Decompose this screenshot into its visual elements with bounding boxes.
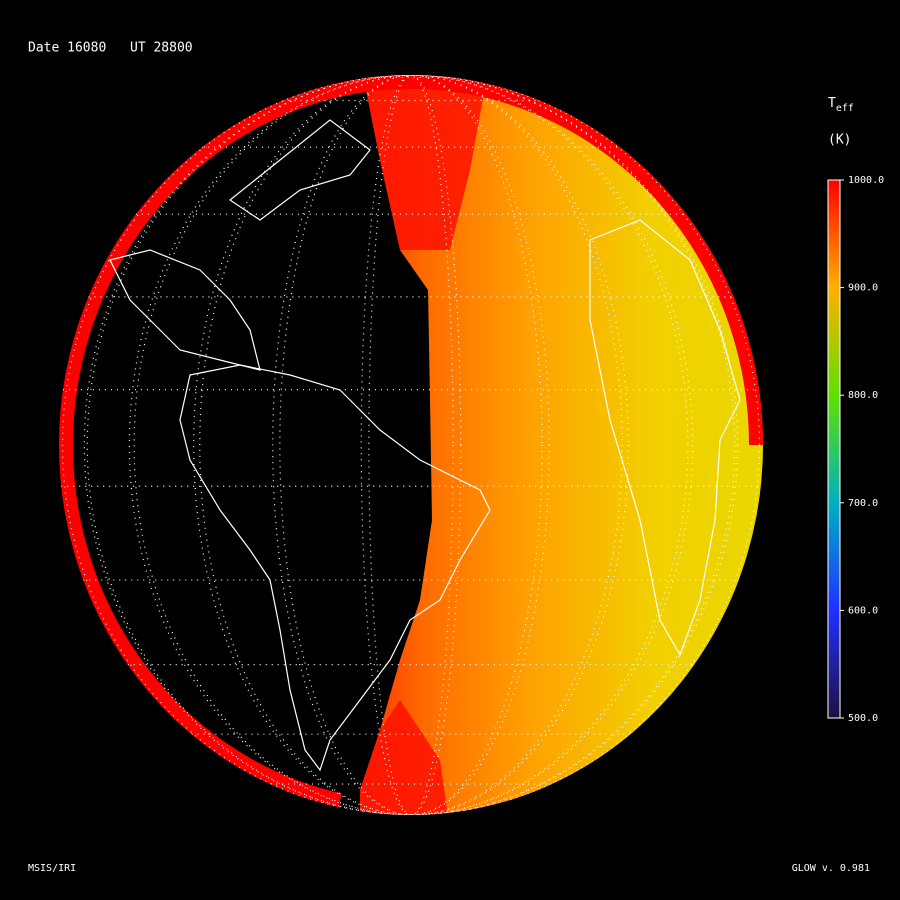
meridian (86, 75, 736, 815)
model-label: MSIS/IRI (28, 863, 76, 874)
meridian (279, 75, 543, 815)
colorbar-title-sub: eff (836, 103, 854, 114)
meridian (199, 75, 623, 815)
colorbar-title-main: T (828, 96, 836, 111)
version-label: GLOW v. 0.981 (792, 863, 870, 874)
ut-label: UT 28800 (130, 41, 193, 56)
colorbar-tick-label: 900.0 (848, 283, 878, 294)
date-label: Date 16080 (28, 41, 106, 56)
colorbar-tick-label: 600.0 (848, 605, 878, 616)
meridian (360, 75, 462, 815)
colorbar-title: Teff (828, 96, 854, 115)
terminator-band (360, 75, 490, 815)
coastlines (109, 119, 741, 772)
colorbar-unit: (K) (828, 133, 851, 148)
meridian (83, 75, 739, 815)
colorbar-tick-label: 800.0 (848, 390, 878, 401)
meridian (272, 75, 550, 815)
meridian (128, 75, 694, 815)
colorbar-tick-label: 700.0 (848, 498, 878, 509)
meridian (61, 75, 761, 815)
day-side (360, 75, 763, 815)
meridian (133, 75, 689, 815)
globe (59, 75, 763, 815)
colorbar (827, 179, 841, 719)
meridian (368, 75, 454, 815)
colorbar-tick-label: 1000.0 (848, 175, 884, 186)
colorbar-tick-label: 500.0 (848, 713, 878, 724)
meridian (193, 75, 629, 815)
graticule (61, 75, 761, 815)
